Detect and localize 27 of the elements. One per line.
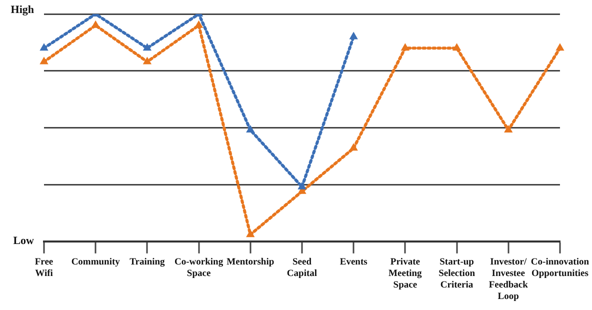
- point: [504, 124, 513, 132]
- point: [349, 143, 358, 151]
- point: [349, 32, 358, 40]
- point: [142, 43, 152, 51]
- point: [452, 43, 462, 51]
- x-tick-label: Training: [130, 258, 166, 268]
- point: [246, 124, 255, 132]
- point: [400, 43, 410, 51]
- x-tick-label: Co-innovation Opportunities: [530, 258, 590, 279]
- x-tick-label: Private Meeting Space: [388, 258, 422, 290]
- x-tick-label: Mentorship: [226, 258, 274, 268]
- text: Low: [13, 235, 34, 248]
- point: [246, 230, 255, 238]
- point: [40, 56, 48, 64]
- point: [556, 43, 564, 51]
- x-tick-label: Free Wifi: [34, 258, 54, 279]
- point: [91, 20, 100, 28]
- x-tick-label: Investor/ Investee Feedback Loop: [488, 258, 529, 302]
- x-tick-label: Events: [340, 258, 368, 268]
- point: [142, 56, 152, 64]
- x-tick-label: Community: [71, 258, 120, 268]
- point: [298, 182, 306, 190]
- x-tick-label: Seed Capital: [286, 258, 318, 279]
- x-tick-label: Co-working Space: [174, 258, 224, 279]
- text: High: [10, 4, 34, 16]
- point: [40, 43, 48, 51]
- x-tick-label: Start-up Selection Criteria: [438, 258, 476, 290]
